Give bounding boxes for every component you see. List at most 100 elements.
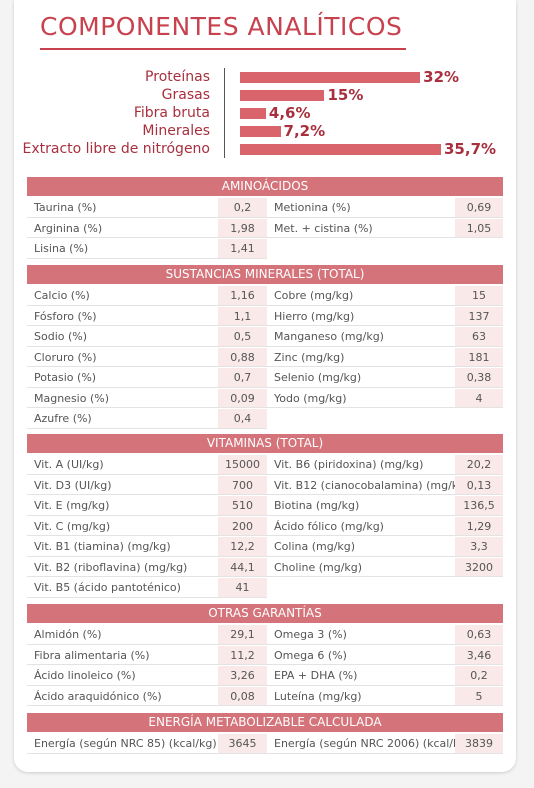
- cell-label: Vit. B6 (piridoxina) (mg/kg): [267, 455, 455, 475]
- cell-label: Vit. A (UI/kg): [27, 455, 218, 475]
- cell-value: 15000: [218, 455, 267, 475]
- cell-label: Vit. B2 (riboflavina) (mg/kg): [27, 558, 218, 577]
- value-label: 4,6%: [268, 104, 311, 122]
- cell-value: 1,41: [218, 239, 267, 259]
- cell-value: 1,1: [218, 306, 267, 326]
- cell-value: 4: [455, 388, 503, 408]
- cell-value: 0,2: [218, 198, 267, 218]
- cell-value: 181: [455, 347, 503, 367]
- cell-label: Ácido fólico (mg/kg): [267, 517, 455, 536]
- cell-label: Yodo (mg/kg): [267, 389, 455, 408]
- cell-label: EPA + DHA (%): [267, 666, 455, 686]
- cell-value: 15: [455, 286, 503, 306]
- cell-label: Sodio (%): [27, 327, 218, 347]
- cell-value: 0,88: [218, 347, 267, 367]
- section-header: OTRAS GARANTÍAS: [27, 604, 503, 623]
- cell-value: 12,2: [218, 537, 267, 557]
- cell-label: Hierro (mg/kg): [267, 307, 455, 326]
- cell-label: Potasio (%): [27, 368, 218, 388]
- cell-label: Vit. B5 (ácido pantoténico): [27, 578, 218, 598]
- cell-value: 200: [218, 516, 267, 536]
- cell-value: 700: [218, 475, 267, 495]
- cell-label: Manganeso (mg/kg): [267, 327, 455, 347]
- cell-label: Colina (mg/kg): [267, 537, 455, 557]
- title: COMPONENTES ANALÍTICOS: [40, 12, 403, 41]
- cell-value: 0,4: [218, 409, 267, 429]
- bar: [240, 126, 281, 137]
- section-header: SUSTANCIAS MINERALES (TOTAL): [27, 265, 503, 284]
- cell-value: 1,29: [455, 516, 503, 536]
- cell-label: Vit. B12 (cianocobalamina) (mg/kg): [267, 476, 455, 495]
- cell-label: Vit. D3 (UI/kg): [27, 476, 218, 495]
- cell-value: 0,09: [218, 388, 267, 408]
- cell-value: 5: [455, 686, 503, 706]
- cell-label: Energía (según NRC 2006) (kcal/kg): [267, 734, 455, 754]
- cell-value: 20,2: [455, 455, 503, 475]
- cell-value: 510: [218, 496, 267, 516]
- cell-label: Taurina (%): [27, 198, 218, 218]
- cell-value: 1,98: [218, 218, 267, 238]
- cell-value: 3839: [455, 734, 503, 754]
- cell-value: 0,08: [218, 686, 267, 706]
- cell-value: 0,7: [218, 368, 267, 388]
- cell-value: 0,2: [455, 666, 503, 686]
- cell-label: Omega 6 (%): [267, 646, 455, 665]
- cell-value: 0,5: [218, 327, 267, 347]
- cell-label: Arginina (%): [27, 219, 218, 238]
- cell-value: 11,2: [218, 645, 267, 665]
- cell-value: 0,69: [455, 198, 503, 218]
- cell-label: Vit. E (mg/kg): [27, 496, 218, 516]
- cell-label: Fibra alimentaria (%): [27, 646, 218, 665]
- cell-label: Metionina (%): [267, 198, 455, 218]
- bar: [240, 72, 421, 83]
- category-label: Fibra bruta: [133, 105, 210, 121]
- cell-label: Cloruro (%): [27, 348, 218, 367]
- cell-label: Energía (según NRC 85) (kcal/kg): [27, 734, 218, 754]
- cell-value: 0,13: [455, 475, 503, 495]
- cell-value: 3,3: [455, 537, 503, 557]
- cell-value: 29,1: [218, 625, 267, 645]
- cell-label: Magnesio (%): [27, 389, 218, 408]
- cell-value: 44,1: [218, 557, 267, 577]
- cell-label: Cobre (mg/kg): [267, 286, 455, 306]
- title-rule: [40, 48, 406, 50]
- value-label: 32%: [423, 68, 460, 86]
- bar: [240, 108, 266, 119]
- cell-label: Almidón (%): [27, 625, 218, 645]
- bar: [240, 90, 325, 101]
- cell-value: 0,63: [455, 625, 503, 645]
- cell-label: Met. + cistina (%): [267, 219, 455, 238]
- category-label: Proteínas: [145, 69, 210, 85]
- axis-line: [224, 68, 225, 158]
- cell-label: Selenio (mg/kg): [267, 368, 455, 388]
- cell-value: 137: [455, 306, 503, 326]
- cell-label: Biotina (mg/kg): [267, 496, 455, 516]
- bar: [240, 144, 441, 155]
- cell-value: 0,38: [455, 368, 503, 388]
- cell-value: 3645: [218, 734, 267, 754]
- cell-value: 1,16: [218, 286, 267, 306]
- cell-value: 136,5: [455, 496, 503, 516]
- cell-label: Azufre (%): [27, 409, 218, 429]
- category-label: Extracto libre de nitrógeno: [22, 141, 211, 157]
- cell-label: Lisina (%): [27, 239, 218, 259]
- cell-label: Luteína (mg/kg): [267, 687, 455, 706]
- cell-label: Vit. C (mg/kg): [27, 517, 218, 536]
- value-label: 15%: [327, 86, 364, 104]
- section-header: VITAMINAS (TOTAL): [27, 434, 503, 453]
- cell-value: 63: [455, 327, 503, 347]
- cell-value: 3,26: [218, 666, 267, 686]
- category-label: Grasas: [161, 87, 210, 103]
- cell-label: Ácido linoleico (%): [27, 666, 218, 686]
- cell-value: 41: [218, 578, 267, 598]
- cell-label: Calcio (%): [27, 286, 218, 306]
- cell-label: Zinc (mg/kg): [267, 348, 455, 367]
- cell-label: Ácido araquidónico (%): [27, 687, 218, 706]
- section-header: AMINOÁCIDOS: [27, 177, 503, 196]
- value-label: 7,2%: [283, 122, 326, 140]
- cell-value: 3200: [455, 557, 503, 577]
- cell-label: Fósforo (%): [27, 307, 218, 326]
- section-header: ENERGÍA METABOLIZABLE CALCULADA: [27, 713, 503, 732]
- cell-label: Vit. B1 (tiamina) (mg/kg): [27, 537, 218, 557]
